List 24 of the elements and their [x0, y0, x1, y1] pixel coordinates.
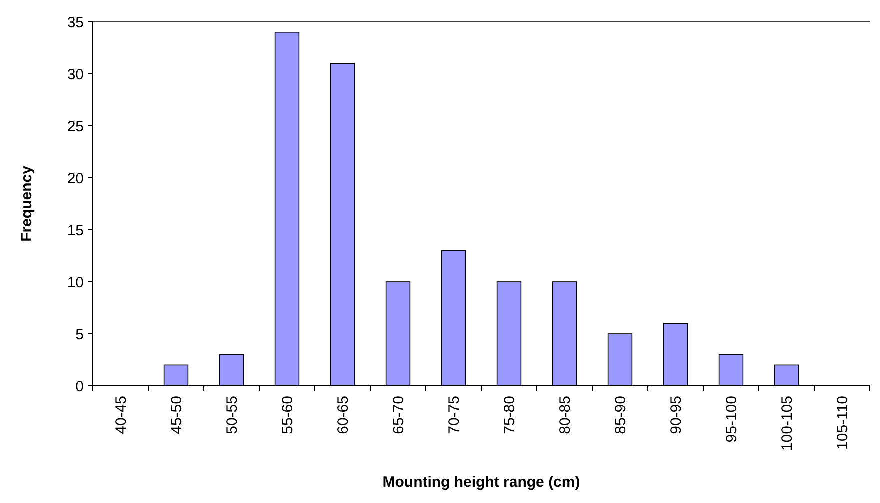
x-tick-label: 80-85 — [557, 396, 574, 434]
x-tick-label: 55-60 — [280, 396, 296, 434]
x-tick-label: 70-75 — [446, 396, 463, 434]
y-tick-label: 30 — [67, 66, 84, 84]
x-tick-label: 50-55 — [224, 396, 241, 434]
x-tick-label: 100-105 — [779, 396, 796, 452]
x-tick-label: 40-45 — [113, 396, 130, 434]
y-axis-title: Frequency — [18, 165, 36, 242]
x-tick-label: 60-65 — [335, 396, 352, 434]
x-tick-label: 75-80 — [502, 396, 518, 434]
y-tick-label: 25 — [67, 118, 84, 136]
y-tick-label: 0 — [76, 378, 84, 396]
y-tick-label: 5 — [76, 326, 84, 344]
y-tick-label: 35 — [67, 14, 84, 32]
x-tick-label: 90-95 — [668, 396, 685, 434]
x-tick-label: 95-100 — [724, 396, 740, 443]
x-tick-label: 65-70 — [390, 396, 408, 434]
x-tick-label: 45-50 — [168, 396, 186, 434]
y-tick-label: 10 — [67, 274, 84, 292]
x-axis-title: Mounting height range (cm) — [382, 474, 580, 491]
x-tick-label: 85-90 — [612, 396, 630, 434]
y-tick-label: 20 — [67, 170, 84, 188]
x-tick-label: 105-110 — [834, 396, 852, 450]
y-tick-label: 15 — [67, 222, 84, 240]
